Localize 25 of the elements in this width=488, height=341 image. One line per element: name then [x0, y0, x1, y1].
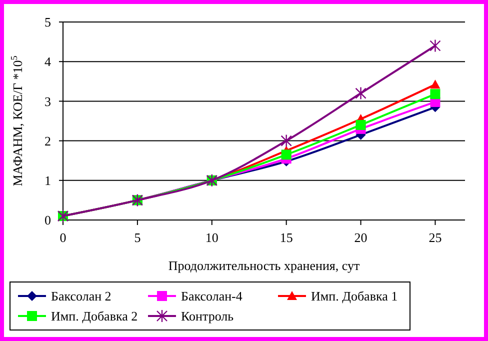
x-tick-label: 25	[428, 230, 442, 245]
x-tick-label: 15	[280, 230, 293, 245]
legend-label: Баксолан 2	[51, 288, 112, 304]
point	[280, 134, 292, 148]
x-tick-label: 20	[354, 230, 368, 245]
point	[430, 39, 441, 52]
legend-label: Имп. Добавка 1	[311, 288, 398, 304]
legend-label: Контроль	[181, 308, 234, 324]
y-tick-label: 2	[44, 133, 51, 148]
x-tick-label: 5	[134, 230, 141, 245]
point	[356, 120, 366, 130]
x-tick-label: 10	[205, 230, 218, 245]
point	[355, 86, 366, 100]
y-tick-label: 0	[44, 212, 51, 228]
point	[430, 80, 440, 89]
x-axis-title: Продолжительность хранения, сут	[168, 258, 360, 273]
x-tick-label: 0	[60, 230, 66, 245]
point	[281, 150, 292, 160]
y-tick-label: 4	[44, 54, 52, 70]
point	[430, 89, 440, 100]
y-tick-label: 3	[44, 94, 51, 109]
y-tick-label: 1	[44, 172, 51, 188]
y-tick-label: 5	[44, 14, 51, 30]
legend-label: Имп. Добавка 2	[51, 308, 138, 324]
legend-label: Баксолан-4	[181, 288, 243, 304]
